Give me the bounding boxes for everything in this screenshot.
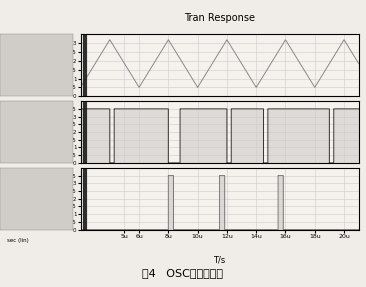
Text: 图4   OSC仿真结果图: 图4 OSC仿真结果图 (142, 268, 224, 278)
Text: Tran Response: Tran Response (184, 13, 255, 23)
Y-axis label: Vosc2: Vosc2 (15, 194, 40, 203)
Text: T/s: T/s (213, 255, 226, 264)
Y-axis label: Vosc1: Vosc1 (15, 127, 40, 137)
Text: sec (lin): sec (lin) (7, 238, 29, 243)
Y-axis label: Vsaw: Vsaw (18, 61, 40, 70)
